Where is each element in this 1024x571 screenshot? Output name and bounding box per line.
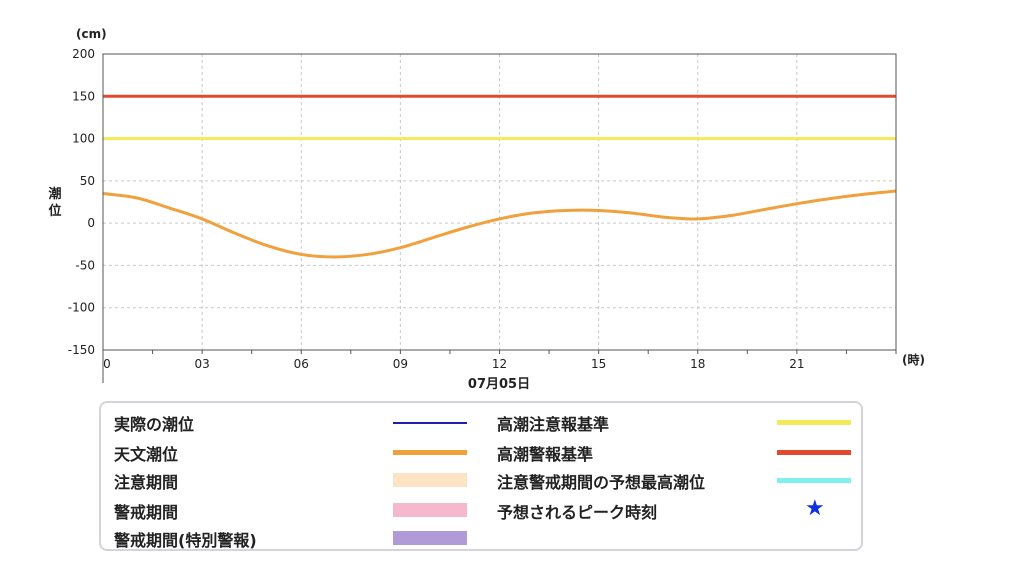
y-tick-label: 150 xyxy=(72,89,95,103)
legend-left-item-label: 注意期間 xyxy=(114,473,179,492)
legend-right-item-label: 注意警戒期間の予想最高潮位 xyxy=(497,473,706,492)
y-tick-label: 100 xyxy=(72,132,95,146)
x-tick-label: 21 xyxy=(789,357,804,371)
legend-right-item-swatch xyxy=(777,478,851,483)
y-axis: 200 150 100 50 0 -50 -100 -150 xyxy=(68,47,95,357)
legend-right-item-label: 予想されるピーク時刻 xyxy=(497,503,658,522)
y-tick-label: -50 xyxy=(75,258,95,272)
legend-right-item-swatch xyxy=(777,450,851,455)
grid xyxy=(103,54,896,350)
y-tick-label: 0 xyxy=(87,216,95,230)
legend-left-item-label: 警戒期間(特別警報) xyxy=(114,531,257,550)
series-layer xyxy=(102,94,897,259)
x-axis: 0 03 06 09 12 15 18 21 xyxy=(102,350,897,371)
y-unit-label: (cm) xyxy=(76,27,107,41)
legend-left-item-swatch xyxy=(393,450,467,455)
legend-left-item-swatch xyxy=(393,422,467,424)
x-tick-label: 06 xyxy=(294,357,309,371)
x-tick-label: 0 xyxy=(103,357,111,371)
x-tick-label: 18 xyxy=(690,357,705,371)
legend-left-item-label: 実際の潮位 xyxy=(114,415,195,434)
star-icon: ★ xyxy=(805,496,825,521)
y-tick-label: -100 xyxy=(68,301,95,315)
legend-right-item-label: 高潮注意報基準 xyxy=(497,415,610,434)
y-axis-title: 潮位 xyxy=(48,186,61,219)
legend: 実際の潮位天文潮位注意期間警戒期間警戒期間(特別警報) 高潮注意報基準 高潮警報基準… xyxy=(99,401,863,551)
legend-left-item-label: 天文潮位 xyxy=(114,445,179,464)
x-tick-label: 03 xyxy=(194,357,209,371)
series-line xyxy=(102,189,897,259)
legend-right-item-label: 高潮警報基準 xyxy=(497,445,594,464)
legend-left-item-swatch xyxy=(393,531,467,545)
x-tick-label: 15 xyxy=(591,357,606,371)
legend-right-item-swatch xyxy=(777,420,851,425)
y-tick-label: -150 xyxy=(68,343,95,357)
x-unit-label: (時) xyxy=(902,352,925,367)
date-label: 07月05日 xyxy=(468,377,530,392)
legend-left-item-label: 警戒期間 xyxy=(114,503,179,522)
x-tick-label: 09 xyxy=(393,357,408,371)
y-tick-label: 200 xyxy=(72,47,95,61)
x-tick-label: 12 xyxy=(492,357,507,371)
legend-left-item-swatch xyxy=(393,473,467,487)
y-tick-label: 50 xyxy=(80,174,95,188)
legend-left-item-swatch xyxy=(393,503,467,517)
